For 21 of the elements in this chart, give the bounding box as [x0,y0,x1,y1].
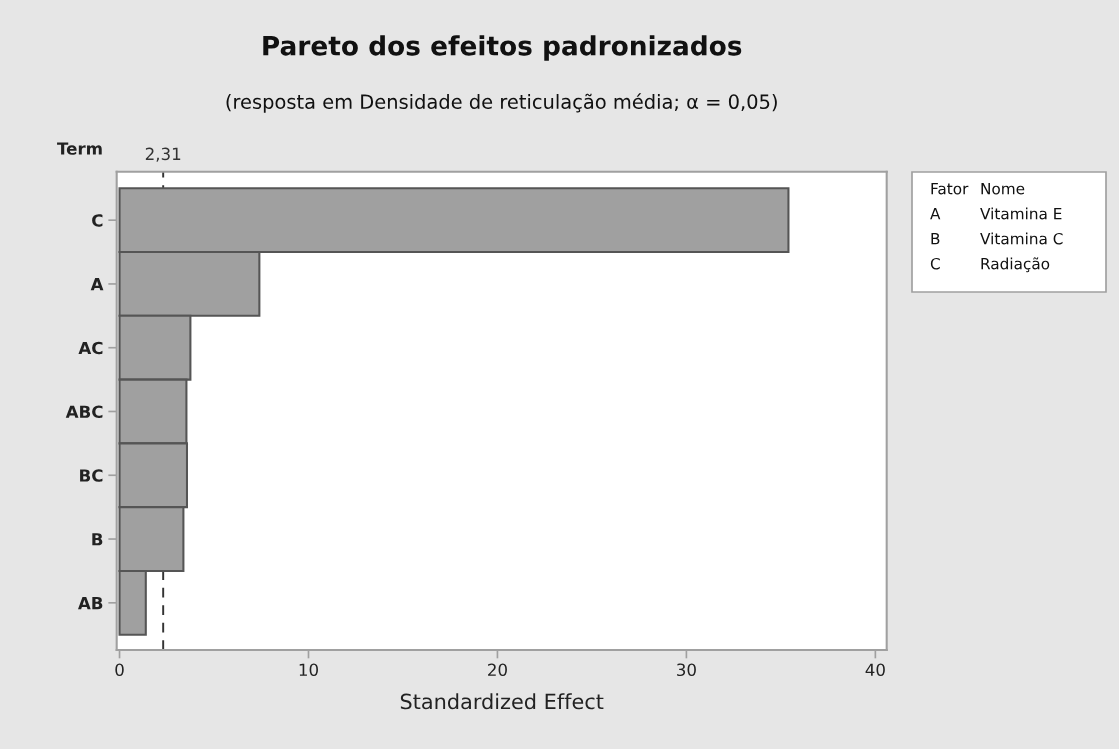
text: C Radiação [930,257,1050,273]
x-tick-label: 0 [115,663,124,677]
text: A Vitamina E [930,207,1062,220]
text: B Vitamina C [931,232,1063,245]
chart-subtitle: (resposta em Densidade de reticulação média; α = 0,05) [226,93,777,113]
y-tick-label: B [92,533,103,546]
chart-title: Pareto dos efeitos padronizados [263,35,742,61]
y-tick-label: AC [78,341,103,355]
y-tick-label: AB [77,596,103,610]
x-axis-title: Standardized Effect [400,693,604,710]
y-tick-label: C [92,214,103,227]
x-tick-label: 20 [488,663,507,677]
x-tick-label: 40 [865,663,885,677]
ref-line-label: 2,31 [145,147,181,162]
x-tick-label: 10 [299,663,318,677]
y-axis-title: Term [57,142,102,155]
y-tick-label: BC [80,469,103,482]
x-tick-label: 30 [677,663,696,677]
y-tick-label: ABC [65,405,103,419]
text: Fator Nome [931,183,1025,195]
y-tick-label: A [90,278,104,291]
